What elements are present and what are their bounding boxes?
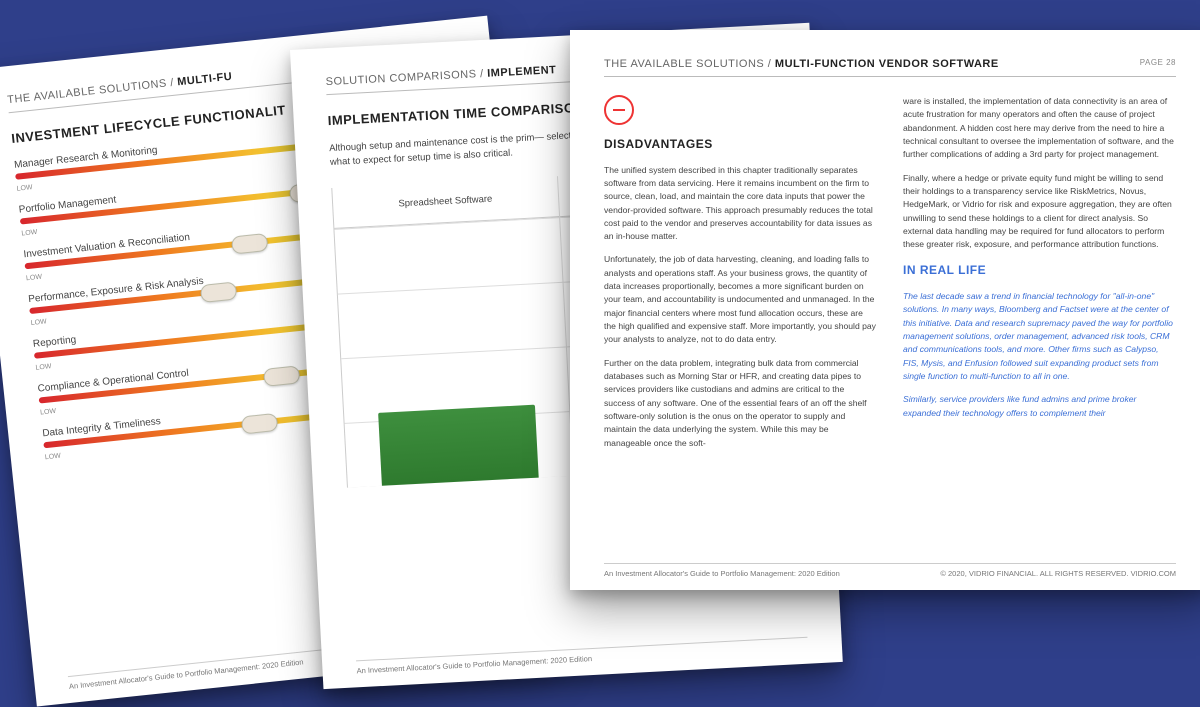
- body-paragraph: The unified system described in this cha…: [604, 164, 877, 244]
- breadcrumb-prefix: SOLUTION COMPARISONS /: [325, 68, 487, 88]
- disadvantages-heading: DISADVANTAGES: [604, 135, 877, 154]
- chart-bar: [378, 405, 539, 486]
- breadcrumb-section: MULTI-FUNCTION VENDOR SOFTWARE: [775, 58, 999, 70]
- column-right: ware is installed, the implementation of…: [903, 95, 1176, 460]
- footer-left: An Investment Allocator's Guide to Portf…: [604, 569, 840, 578]
- in-real-life-heading: IN REAL LIFE: [903, 261, 1176, 280]
- footer-left: An Investment Allocator's Guide to Portf…: [356, 654, 592, 675]
- footer-left: An Investment Allocator's Guide to Portf…: [69, 657, 304, 691]
- column-left: DISADVANTAGES The unified system describ…: [604, 95, 877, 460]
- body-paragraph: ware is installed, the implementation of…: [903, 95, 1176, 162]
- body-paragraph: Finally, where a hedge or private equity…: [903, 172, 1176, 252]
- breadcrumb-prefix: THE AVAILABLE SOLUTIONS /: [604, 58, 775, 70]
- page-footer: An Investment Allocator's Guide to Portf…: [604, 563, 1176, 578]
- page-footer: An Investment Allocator's Guide to Portf…: [356, 637, 808, 676]
- chart-column-body: [334, 217, 572, 487]
- breadcrumb-prefix: THE AVAILABLE SOLUTIONS /: [7, 76, 178, 106]
- body-paragraph: The last decade saw a trend in financial…: [903, 290, 1176, 383]
- chart-column: Spreadsheet Software: [332, 176, 573, 487]
- breadcrumb: THE AVAILABLE SOLUTIONS / MULTI-FUNCTION…: [604, 58, 1176, 77]
- body-paragraph: Further on the data problem, integrating…: [604, 357, 877, 450]
- breadcrumb-section: IMPLEMENT: [487, 64, 557, 80]
- page-3: THE AVAILABLE SOLUTIONS / MULTI-FUNCTION…: [570, 30, 1200, 590]
- body-paragraph: Similarly, service providers like fund a…: [903, 393, 1176, 420]
- body-paragraph: Unfortunately, the job of data harvestin…: [604, 253, 877, 346]
- footer-right: © 2020, VIDRIO FINANCIAL. ALL RIGHTS RES…: [940, 569, 1176, 578]
- breadcrumb-section: MULTI-FU: [177, 71, 233, 89]
- page-number: PAGE 28: [1140, 58, 1176, 67]
- minus-icon: [604, 95, 634, 125]
